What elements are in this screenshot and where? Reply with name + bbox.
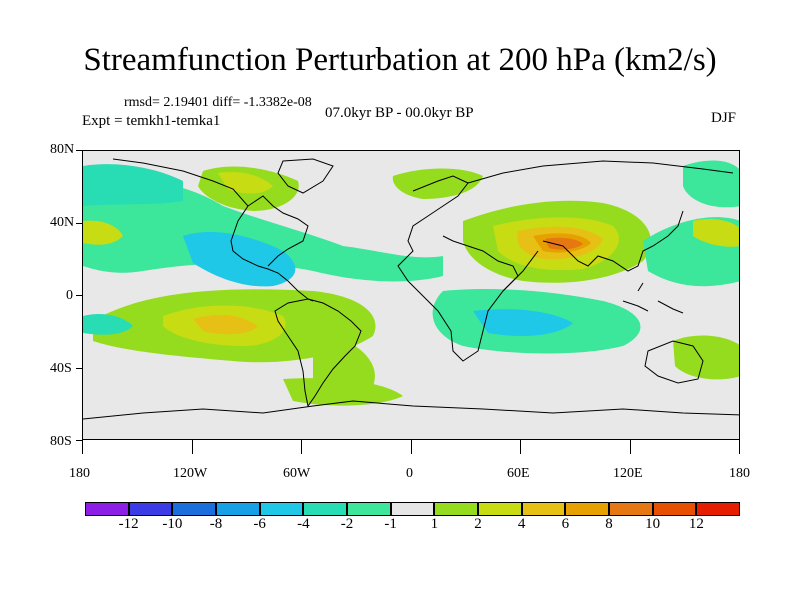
- anomaly-region: [392, 168, 483, 199]
- lat-label: 40S: [50, 361, 72, 376]
- anomaly-region: [183, 231, 296, 287]
- lat-label: 80N: [50, 142, 75, 157]
- contour-fields: [83, 160, 739, 406]
- anomaly-region: [545, 237, 583, 250]
- tick-mark: [739, 440, 740, 454]
- lon-label: 60E: [507, 466, 530, 481]
- colorbar-label: -6: [253, 516, 266, 532]
- colorbar-label: 6: [561, 516, 570, 532]
- colorbar-label: 8: [605, 516, 613, 532]
- season-text: DJF: [711, 110, 737, 126]
- lon-label: 60W: [283, 466, 311, 481]
- anomaly-region: [83, 314, 133, 335]
- colorbar-label: -2: [340, 516, 354, 532]
- colorbar-swatch: [434, 502, 478, 516]
- colorbar-swatch: [216, 502, 260, 516]
- colorbar-swatch: [565, 502, 609, 516]
- tick-mark: [411, 440, 412, 454]
- coastline: [83, 158, 739, 420]
- colorbar: [85, 502, 740, 516]
- tick-mark: [76, 295, 82, 296]
- tick-mark: [192, 440, 193, 454]
- plot-title: Streamfunction Perturbation at 200 hPa (…: [83, 42, 717, 78]
- map-canvas: [83, 151, 739, 439]
- anomaly-region: [83, 220, 123, 245]
- lon-label: 120E: [613, 466, 643, 481]
- colorbar-label: -12: [118, 516, 139, 532]
- lon-label: 0: [406, 466, 413, 481]
- lon-label: 180: [729, 466, 750, 481]
- colorbar-label: 10: [645, 516, 661, 532]
- colorbar-swatch: [478, 502, 522, 516]
- anomaly-region: [193, 315, 258, 335]
- tick-mark: [301, 440, 302, 454]
- anomaly-region: [473, 309, 573, 336]
- lat-label: 40N: [50, 215, 75, 230]
- anomaly-region: [693, 219, 739, 247]
- experiment-text: Expt = temkh1-temka1: [82, 113, 221, 129]
- colorbar-swatch: [521, 502, 566, 516]
- colorbar-swatch: [85, 502, 129, 516]
- colorbar-swatch: [652, 502, 697, 516]
- tick-mark: [76, 440, 82, 441]
- tick-mark: [76, 223, 82, 224]
- colorbar-swatch: [128, 502, 173, 516]
- anomaly-region: [83, 180, 443, 282]
- anomaly-region: [83, 164, 183, 206]
- colorbar-swatch: [609, 502, 653, 516]
- stats-text: rmsd= 2.19401 diff= -1.3382e-08: [124, 95, 312, 110]
- colorbar-label: 2: [474, 516, 482, 532]
- lat-label: 80S: [50, 434, 72, 449]
- colorbar-swatch: [172, 502, 216, 516]
- tick-mark: [630, 440, 631, 454]
- period-text: 07.0kyr BP - 00.0kyr BP: [325, 105, 474, 121]
- colorbar-swatch: [696, 502, 740, 516]
- colorbar-swatch: [347, 502, 391, 516]
- colorbar-swatch: [390, 502, 435, 516]
- tick-mark: [520, 440, 521, 454]
- lon-label: 120W: [173, 466, 208, 481]
- colorbar-label: -1: [384, 516, 397, 532]
- lon-label: 180: [69, 466, 90, 481]
- colorbar-swatch: [303, 502, 347, 516]
- colorbar-label: 1: [430, 516, 439, 532]
- colorbar-label: -4: [297, 516, 310, 532]
- anomaly-region: [673, 335, 739, 380]
- colorbar-swatch: [259, 502, 304, 516]
- colorbar-label: -8: [209, 516, 223, 532]
- tick-mark: [76, 368, 82, 369]
- lat-label: 0: [66, 288, 73, 303]
- colorbar-label: -10: [162, 516, 183, 532]
- colorbar-label: 4: [517, 516, 526, 532]
- map-plot: [82, 150, 740, 440]
- tick-mark: [82, 440, 83, 454]
- tick-mark: [76, 150, 82, 151]
- colorbar-label: 12: [688, 516, 704, 532]
